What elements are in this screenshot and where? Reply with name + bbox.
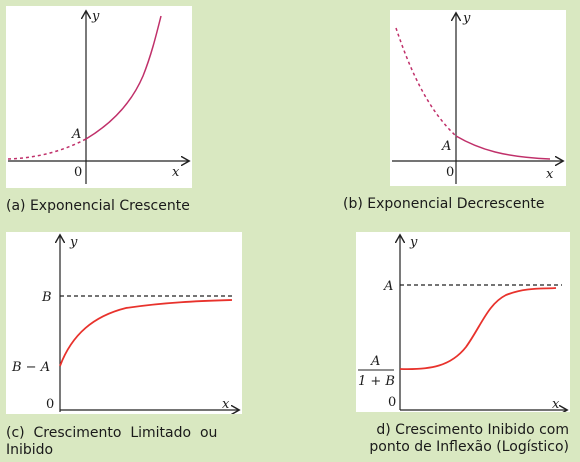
origin-label: 0 <box>388 395 396 410</box>
caption-a: (a) Exponencial Crescente <box>6 198 190 214</box>
caption-d: d) Crescimento Inibido com ponto de Infl… <box>343 422 569 456</box>
x-axis-label: x <box>222 397 230 412</box>
curve-limited <box>59 299 233 367</box>
asymptote-label: A <box>383 279 393 294</box>
y-axis-label: y <box>462 11 471 26</box>
graph-d-svg: y x 0 A A 1 + B <box>358 232 570 412</box>
y-axis-label: y <box>409 235 418 250</box>
caption-c: (c) Crescimento Limitado ou Inibido <box>6 425 246 459</box>
graph-panel-a: y x 0 A <box>6 6 192 188</box>
origin-label: 0 <box>446 165 454 180</box>
intercept-numerator: A <box>370 354 380 369</box>
y-axis-label: y <box>69 235 78 250</box>
graph-panel-d: y x 0 A A 1 + B <box>356 232 570 412</box>
curve-dashed <box>395 27 457 137</box>
intercept-label: A <box>71 127 81 142</box>
y-axis-label: y <box>91 9 100 24</box>
curve-logistic <box>399 287 557 371</box>
caption-c-line2: Inibido <box>6 442 54 458</box>
curve-solid <box>455 135 551 160</box>
graph-a-svg: y x 0 A <box>7 9 192 184</box>
graph-panel-b: y x 0 A <box>390 10 566 186</box>
caption-d-line1: d) Crescimento Inibido com <box>376 422 569 438</box>
caption-c-line1: (c) Crescimento Limitado ou <box>6 425 218 441</box>
curve-solid <box>85 15 162 140</box>
x-axis-label: x <box>172 165 180 180</box>
graph-panel-c: y x 0 B B − A <box>6 232 242 414</box>
caption-d-line2: ponto de Inflexão (Logístico) <box>369 439 569 455</box>
asymptote-label: B <box>41 290 52 305</box>
intercept-denominator: 1 + B <box>358 374 395 389</box>
x-axis-label: x <box>552 397 560 412</box>
x-axis-label: x <box>546 167 554 182</box>
graph-c-svg: y x 0 B B − A <box>11 232 242 414</box>
intercept-label: B − A <box>11 360 50 375</box>
curve-dashed <box>7 138 87 160</box>
origin-label: 0 <box>46 397 54 412</box>
graph-b-svg: y x 0 A <box>392 11 566 184</box>
origin-label: 0 <box>74 165 82 180</box>
intercept-label: A <box>441 139 451 154</box>
caption-b: (b) Exponencial Decrescente <box>343 196 545 212</box>
